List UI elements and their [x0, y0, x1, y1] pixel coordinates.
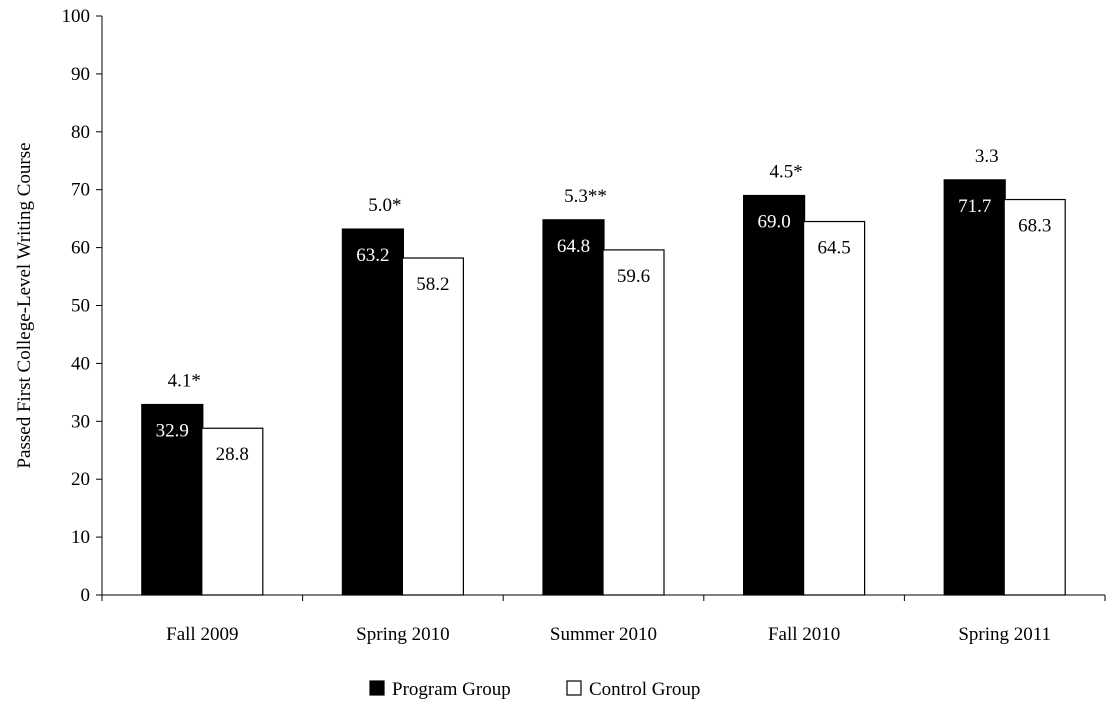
difference-label: 5.0* [368, 195, 401, 216]
y-tick-label: 80 [71, 122, 90, 143]
difference-label: 4.5* [769, 161, 802, 182]
control-group-value-label: 28.8 [216, 444, 249, 465]
control-group-bar [802, 220, 866, 596]
y-tick-label: 20 [71, 469, 90, 490]
program-group-value-label: 32.9 [156, 421, 189, 442]
difference-label: 5.3** [564, 186, 607, 207]
y-tick-label: 10 [71, 527, 90, 548]
legend-program-group-swatch [369, 680, 385, 696]
legend-control-group-swatch [566, 680, 582, 696]
y-tick-label: 40 [71, 353, 90, 374]
control-group-bar [1003, 198, 1066, 596]
y-tick-label: 0 [81, 585, 91, 606]
program-group-value-label: 63.2 [356, 245, 389, 266]
x-category-label: Fall 2010 [768, 624, 840, 645]
program-group-bar [742, 194, 806, 596]
control-group-bar [401, 257, 464, 596]
y-axis-ticks: 0 10 20 30 40 50 60 70 80 90 100 [62, 6, 102, 606]
bars [141, 179, 1066, 596]
difference-label: 4.1* [168, 371, 201, 392]
x-category-label: Spring 2010 [356, 624, 449, 645]
difference-label: 3.3 [975, 146, 999, 167]
control-group-bar [602, 249, 665, 596]
program-group-bar [141, 403, 204, 596]
x-axis-ticks: Fall 2009 Spring 2010 Summer 2010 Fall 2010… [101, 595, 1106, 645]
y-tick-label: 90 [71, 64, 90, 85]
y-tick-label: 60 [71, 238, 90, 259]
x-category-label: Spring 2011 [958, 624, 1051, 645]
y-axis-title: Passed First College-Level Writing Cours… [14, 142, 35, 468]
legend-control-group-label: Control Group [589, 679, 700, 700]
control-group-bar [201, 427, 264, 596]
legend-program-group-label: Program Group [392, 679, 511, 700]
y-tick-label: 30 [71, 411, 90, 432]
control-group-value-label: 58.2 [416, 274, 449, 295]
program-group-bar [542, 219, 605, 596]
y-tick-label: 50 [71, 296, 90, 317]
legend: Program Group Control Group [369, 679, 700, 700]
difference-labels: 4.1* 5.0* 5.3** 4.5* 3.3 [168, 146, 999, 392]
x-category-label: Fall 2009 [166, 624, 238, 645]
program-group-bar [341, 228, 404, 596]
control-group-value-label: 59.6 [617, 266, 650, 287]
program-group-value-label: 69.0 [757, 211, 790, 232]
x-category-label: Summer 2010 [550, 624, 657, 645]
value-labels: 32.9 28.8 63.2 58.2 64.8 59.6 69.0 64.5 71.7 68.3 [156, 196, 1052, 465]
program-group-value-label: 64.8 [557, 236, 590, 257]
program-group-bar [943, 179, 1006, 596]
control-group-value-label: 64.5 [817, 238, 850, 259]
y-tick-label: 70 [71, 180, 90, 201]
program-group-value-label: 71.7 [958, 196, 991, 217]
y-tick-label: 100 [62, 6, 91, 27]
control-group-value-label: 68.3 [1018, 216, 1051, 237]
